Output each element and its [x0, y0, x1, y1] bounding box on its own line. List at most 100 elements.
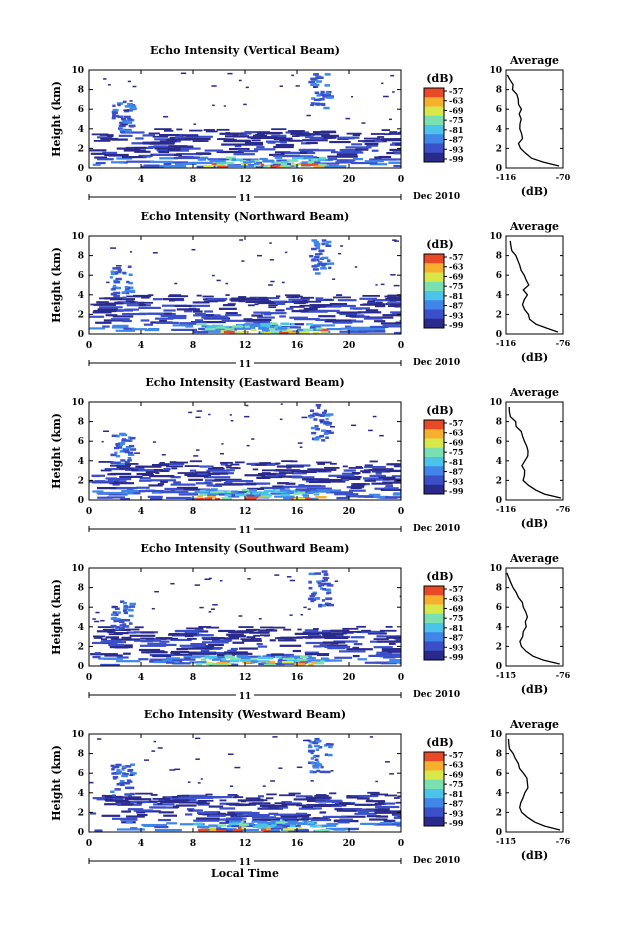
- echo-cell: [370, 133, 385, 135]
- echo-cell: [361, 629, 371, 632]
- echo-cell: [382, 481, 401, 484]
- echo-cell: [265, 656, 274, 660]
- echo-cell: [321, 604, 327, 607]
- echo-cell: [139, 477, 151, 480]
- echo-cell: [272, 485, 284, 488]
- x-tick-label: 12: [239, 839, 252, 849]
- echo-cell: [197, 799, 214, 802]
- echo-cell: [105, 636, 120, 639]
- echo-cell: [281, 322, 290, 326]
- echo-cell: [117, 465, 131, 468]
- echo-cell: [263, 331, 272, 334]
- echo-cell: [128, 622, 133, 625]
- echo-cell: [100, 469, 112, 472]
- echo-cell: [266, 136, 278, 139]
- echo-cell: [122, 601, 127, 605]
- echo-cell: [144, 328, 160, 332]
- colorbar-tick-label: -81: [449, 457, 463, 467]
- colorbar-segment: [424, 457, 444, 467]
- echo-speckle: [385, 761, 390, 763]
- echo-cell: [395, 801, 401, 804]
- echo-cell: [230, 132, 244, 135]
- echo-cell: [323, 578, 328, 582]
- echo-cell: [125, 468, 134, 471]
- echo-cell: [121, 765, 126, 769]
- echo-cell: [316, 580, 322, 583]
- echo-cell: [168, 138, 191, 141]
- echo-cell: [225, 312, 238, 315]
- echo-cell: [315, 436, 321, 439]
- echo-cell: [223, 481, 233, 485]
- echo-cell: [140, 637, 155, 640]
- echo-cell: [150, 160, 174, 163]
- echo-cell: [140, 631, 155, 634]
- echo-cell: [320, 660, 325, 663]
- echo-cell: [261, 661, 266, 664]
- echo-speckle: [187, 781, 191, 783]
- y-tick-label: 8: [78, 418, 84, 428]
- echo-cell: [316, 769, 320, 773]
- echo-cell: [325, 597, 332, 601]
- echo-cell: [275, 295, 281, 298]
- echo-cell: [112, 286, 118, 289]
- echo-cell: [287, 296, 299, 299]
- echo-cell: [193, 310, 203, 313]
- echo-cell: [239, 630, 249, 633]
- echo-cell: [317, 158, 326, 161]
- avg-y-tick-label: 10: [489, 66, 502, 76]
- echo-cell: [230, 657, 242, 661]
- y-tick-label: 0: [78, 330, 84, 340]
- echo-cell: [345, 495, 369, 498]
- echo-cell: [294, 164, 299, 167]
- echo-cell: [253, 311, 271, 314]
- echo-cell: [284, 139, 300, 142]
- echo-cell: [117, 611, 121, 614]
- echo-cell: [92, 311, 112, 314]
- echo-speckle: [174, 282, 178, 285]
- echo-cell: [293, 497, 306, 500]
- echo-cell: [176, 128, 183, 131]
- echo-cell: [206, 325, 217, 328]
- x-tick-label: 8: [190, 507, 196, 517]
- echo-cell: [290, 460, 298, 463]
- echo-speckle: [223, 105, 226, 107]
- colorbar-tick-label: -87: [449, 799, 463, 809]
- echo-cell: [102, 794, 116, 797]
- echo-cell: [362, 477, 380, 480]
- echo-cell: [121, 636, 132, 639]
- colorbar-segment: [424, 475, 444, 486]
- echo-cell: [239, 823, 245, 827]
- echo-cell: [288, 331, 299, 334]
- avg-y-tick-label: 8: [496, 418, 502, 428]
- echo-cell: [351, 471, 361, 475]
- colorbar-segment: [424, 770, 444, 781]
- echo-cell: [221, 497, 233, 500]
- echo-cell: [241, 150, 259, 153]
- echo-speckle: [279, 418, 283, 421]
- echo-cell: [307, 823, 316, 826]
- echo-cell: [276, 465, 304, 468]
- echo-cell: [278, 475, 302, 478]
- echo-cell: [342, 803, 355, 805]
- echo-cell: [213, 828, 227, 831]
- echo-cell: [369, 158, 397, 161]
- echo-cell: [316, 653, 329, 657]
- echo-cell: [296, 822, 308, 825]
- echo-cell: [260, 325, 271, 328]
- echo-speckle: [289, 614, 293, 616]
- echo-cell: [273, 813, 301, 816]
- echo-speckle: [212, 104, 215, 107]
- panel-title: Echo Intensity (Eastward Beam): [145, 376, 344, 389]
- echo-cell: [105, 314, 118, 317]
- echo-cell: [217, 824, 227, 827]
- echo-speckle: [300, 613, 304, 616]
- echo-speckle: [103, 78, 107, 80]
- echo-cell: [120, 441, 126, 444]
- echo-cell: [227, 794, 238, 796]
- echo-cell: [351, 143, 363, 146]
- echo-cell: [344, 630, 362, 633]
- echo-cell: [115, 277, 122, 281]
- echo-cell: [112, 284, 117, 288]
- echo-speckle: [193, 455, 199, 457]
- echo-cell: [378, 476, 396, 479]
